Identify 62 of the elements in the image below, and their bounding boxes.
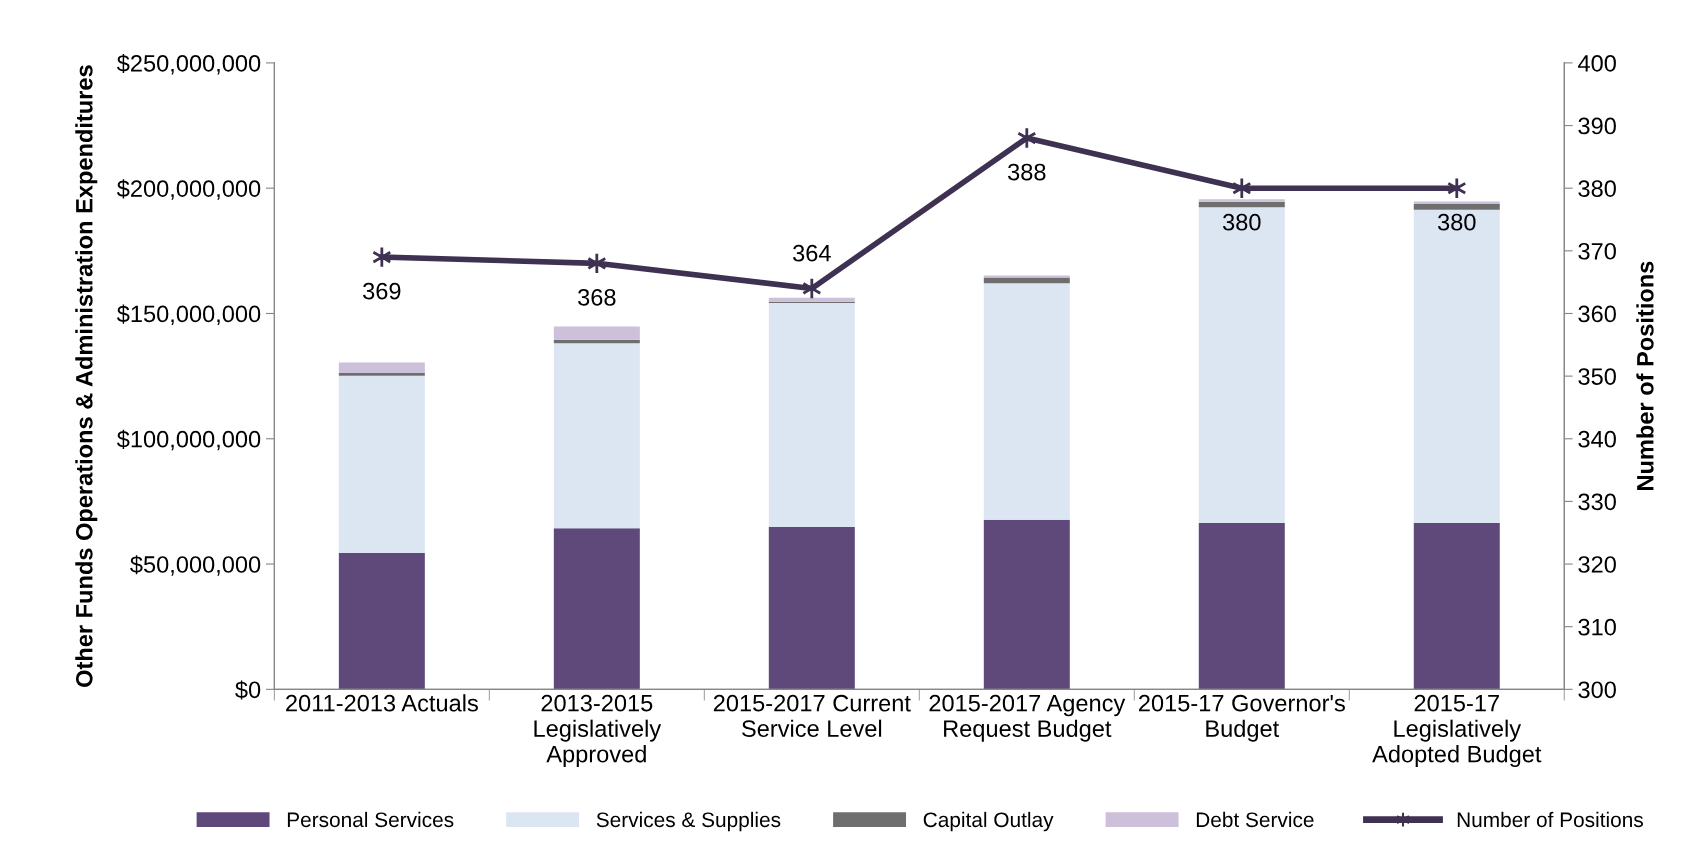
bar: [338, 553, 425, 690]
y2-tick-label: 400: [1578, 54, 1616, 72]
bar: [1198, 201, 1285, 208]
y2-tick-label: 360: [1578, 305, 1616, 323]
y2-axis-title: Number of Positions: [1636, 261, 1654, 490]
data-label: 380: [1437, 213, 1476, 231]
y-tick-label: $150,000,000: [116, 304, 261, 326]
y-tick-label: $250,000,000: [116, 53, 261, 75]
data-label: 364: [793, 244, 831, 262]
y2-tick-label: 310: [1578, 618, 1616, 636]
x-tick-label: 2015-17 Governor's Budget: [1139, 694, 1345, 742]
x-tick-label: 2015-2017 Current Service Level: [713, 694, 911, 737]
data-label: 368: [578, 288, 616, 306]
point: [1231, 177, 1252, 200]
data-label: 380: [1223, 213, 1261, 231]
bar: [338, 362, 425, 374]
legend-label: Personal Services: [287, 811, 454, 828]
bar: [338, 373, 425, 376]
x-tick-label: 2015-17 Legislatively Adopted Budget: [1372, 694, 1542, 768]
point: [1446, 177, 1467, 200]
y2-tick-label: 300: [1578, 681, 1616, 699]
x-tick-label: 2015-2017 Agency Request Budget: [929, 694, 1126, 742]
bar: [553, 528, 640, 690]
bar: [983, 283, 1070, 520]
data-label: 388: [1008, 163, 1046, 181]
legend-label: Services & Supplies: [596, 811, 781, 832]
y-tick-label: $0: [235, 680, 261, 700]
x-tick-label: 2013-2015 Legislatively Approved: [534, 694, 662, 768]
bar: [1413, 203, 1500, 210]
bar: [768, 302, 855, 527]
legend-label: Number of Positions: [1457, 811, 1643, 828]
y2-tick-label: 390: [1578, 117, 1616, 135]
y-tick-label: $200,000,000: [116, 179, 261, 200]
bar: [768, 297, 855, 302]
y2-tick-label: 380: [1578, 180, 1616, 197]
y2-tick-label: 340: [1578, 430, 1616, 448]
y2-tick-label: 350: [1578, 368, 1616, 385]
bar: [1413, 209, 1500, 523]
y2-tick-label: 370: [1578, 242, 1616, 260]
y2-tick-label: 330: [1578, 493, 1616, 511]
point: [372, 245, 392, 269]
y-tick-label: $100,000,000: [116, 429, 261, 451]
bar: [553, 326, 640, 340]
bar: [1198, 207, 1285, 523]
bar: [553, 343, 640, 529]
bar: [983, 277, 1070, 284]
legend-label: Capital Outlay: [923, 811, 1054, 832]
y2-tick-label: 320: [1578, 556, 1616, 573]
bar: [983, 275, 1070, 278]
bar: [983, 519, 1070, 690]
bar: [1413, 522, 1500, 690]
data-label: 369: [363, 282, 401, 300]
bar: [1198, 199, 1285, 202]
bar: [1198, 522, 1285, 690]
y-axis-title: Other Funds Operations & Administration Expenditures: [75, 65, 98, 687]
bar: [338, 375, 425, 554]
x-tick-label: 2011-2013 Actuals: [286, 694, 478, 712]
legend-label: Debt Service: [1196, 811, 1314, 828]
bar: [768, 526, 855, 690]
bar: [1413, 201, 1500, 204]
y-tick-label: $50,000,000: [130, 555, 261, 576]
point: [1016, 126, 1037, 150]
